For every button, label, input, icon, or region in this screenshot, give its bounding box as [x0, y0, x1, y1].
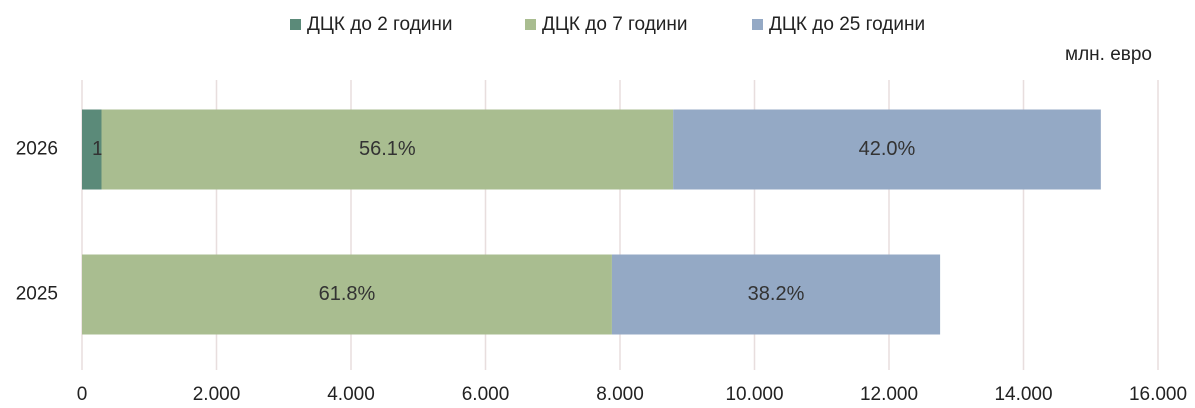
legend-label: ДЦК до 2 години	[307, 14, 453, 35]
value-label: 42.0%	[859, 138, 916, 160]
value-label: 61.8%	[319, 283, 376, 305]
x-tick-label: 8.000	[596, 384, 644, 405]
x-tick-label: 6.000	[462, 384, 510, 405]
bar-segment	[673, 109, 1101, 190]
bar-segment	[101, 109, 674, 190]
x-tick-label: 14.000	[994, 384, 1052, 405]
x-tick-label: 16.000	[1129, 384, 1187, 405]
y-tick-label: 2026	[16, 139, 58, 160]
bar-segment	[82, 254, 612, 335]
x-tick-label: 2.000	[193, 384, 241, 405]
value-label: 56.1%	[359, 138, 416, 160]
x-tick-label: 0	[77, 384, 88, 405]
y-tick-label: 2025	[16, 284, 58, 305]
bar-segment	[611, 254, 941, 335]
legend-swatch	[525, 19, 536, 30]
unit-label: млн. евро	[1065, 44, 1152, 65]
value-label: 38.2%	[748, 283, 805, 305]
x-tick-label: 10.000	[725, 384, 783, 405]
legend-label: ДЦК до 7 години	[542, 14, 688, 35]
legend-swatch	[290, 19, 301, 30]
bar-segment	[82, 109, 102, 190]
x-tick-label: 4.000	[327, 384, 375, 405]
legend-label: ДЦК до 25 години	[769, 14, 925, 35]
legend-swatch	[752, 19, 763, 30]
x-tick-label: 12.000	[860, 384, 918, 405]
